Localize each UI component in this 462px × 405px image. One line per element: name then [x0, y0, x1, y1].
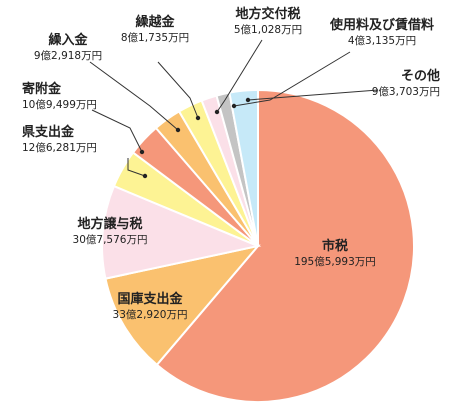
- slice-name-label-1: 国庫支出金: [117, 291, 183, 307]
- slice-value-label-0: 195億5,993万円: [294, 255, 376, 268]
- slice-name-label-7: 地方交付税: [235, 6, 300, 22]
- leader-line-4: [91, 109, 143, 153]
- slice-value-label-2: 30億7,576万円: [73, 233, 148, 246]
- slice-name-label-0: 市税: [322, 238, 348, 254]
- slice-name-label-2: 地方譲与税: [77, 216, 142, 232]
- slice-value-label-5: 9億2,918万円: [34, 49, 102, 62]
- slice-name-label-8: 使用料及び賃借料: [329, 17, 434, 33]
- leader-line-6: [157, 61, 199, 119]
- leader-dot-8: [231, 103, 237, 109]
- leader-lines: [89, 39, 379, 179]
- slice-2: [101, 184, 262, 280]
- slice-value-label-3: 12億6,281万円: [22, 141, 97, 154]
- slice-value-label-4: 10億9,499万円: [22, 98, 97, 111]
- slice-name-label-4: 寄附金: [22, 81, 62, 97]
- leader-line-9: [247, 89, 379, 101]
- slice-value-label-6: 8億1,735万円: [121, 31, 189, 44]
- leader-dot-6: [195, 115, 201, 121]
- slice-1: [104, 244, 261, 367]
- slice-value-label-8: 4億3,135万円: [348, 34, 416, 47]
- slice-value-label-7: 5億1,028万円: [234, 23, 302, 36]
- slice-name-label-9: その他: [401, 68, 440, 84]
- slice-value-label-1: 33億2,920万円: [113, 308, 188, 321]
- slice-0: [155, 88, 415, 403]
- leader-line-8: [233, 51, 351, 107]
- leader-dot-9: [245, 97, 251, 103]
- leader-line-7: [216, 39, 263, 113]
- leader-dot-4: [139, 149, 145, 155]
- leader-dot-3: [142, 173, 148, 179]
- leader-line-3: [127, 158, 146, 177]
- slice-name-label-5: 繰入金: [48, 32, 88, 48]
- slice-value-label-9: 9億3,703万円: [372, 85, 440, 98]
- leader-dot-5: [175, 127, 181, 133]
- pie-slices: [101, 88, 415, 403]
- slice-name-label-3: 県支出金: [22, 124, 75, 140]
- leader-dot-7: [214, 109, 220, 115]
- leader-line-5: [89, 61, 179, 131]
- slice-name-label-6: 繰越金: [135, 14, 175, 30]
